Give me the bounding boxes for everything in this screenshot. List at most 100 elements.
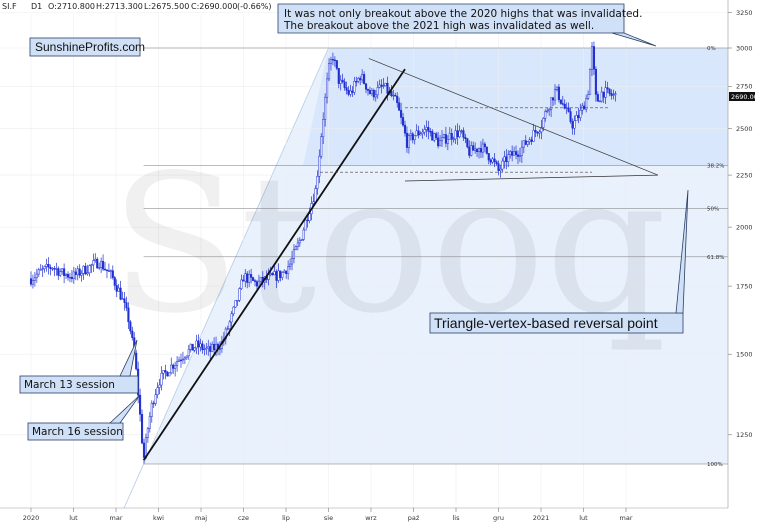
candle-body — [187, 349, 190, 357]
candle-body — [209, 346, 212, 352]
candle-body — [226, 328, 229, 330]
candle-body — [92, 260, 95, 266]
candle-body — [507, 154, 510, 163]
candle-body — [228, 321, 231, 330]
candle-body — [600, 91, 603, 102]
march13-callout-box — [19, 375, 139, 394]
candle-body — [199, 343, 202, 348]
candle-body — [285, 270, 288, 274]
candle-body — [487, 153, 490, 161]
candle-body — [152, 402, 155, 405]
candle-body — [65, 274, 68, 276]
candle-body — [357, 78, 360, 82]
candle-body — [505, 156, 508, 163]
candle-body — [396, 95, 399, 104]
candle-body — [125, 302, 128, 309]
candle-body — [585, 98, 588, 110]
candle-body — [382, 85, 385, 87]
candle-body — [232, 306, 235, 315]
candle-body — [160, 373, 163, 386]
candle-body — [415, 130, 418, 136]
candle-body — [429, 131, 432, 133]
candle-body — [509, 151, 512, 155]
candle-body — [474, 148, 477, 151]
x-tick-label: kwi — [153, 514, 164, 522]
candle-body — [499, 168, 502, 171]
candle-body — [59, 271, 62, 276]
candle-body — [252, 277, 255, 281]
candle-body — [483, 143, 486, 148]
candle-body — [49, 266, 52, 269]
candle-body — [236, 300, 239, 302]
candle-body — [76, 268, 79, 275]
candle-body — [413, 135, 416, 141]
candle-body — [602, 91, 605, 98]
candle-body — [598, 100, 601, 103]
change-value: (-0.66%) — [237, 2, 272, 11]
y-tick-label: 3250 — [736, 9, 753, 17]
candle-body — [277, 270, 280, 281]
candle-body — [514, 151, 518, 155]
x-tick-label: maj — [195, 514, 207, 522]
candle-body — [470, 145, 473, 156]
candle-body — [513, 151, 516, 156]
candle-body — [259, 277, 262, 282]
candle-body — [516, 154, 520, 157]
candle-body — [503, 156, 506, 162]
candle-body — [140, 414, 144, 444]
candle-body — [376, 87, 379, 96]
candle-body — [273, 271, 276, 276]
candle-body — [501, 160, 504, 170]
candle-body — [364, 83, 368, 90]
candle-body — [142, 442, 146, 458]
candle-body — [57, 268, 60, 276]
fan-ray-line — [123, 47, 329, 509]
candle-body — [327, 63, 331, 80]
current-price-tag — [729, 92, 755, 101]
candle-body — [148, 416, 151, 429]
candle-body — [238, 288, 241, 301]
top-note-line1: It was not only breakout above the 2020 … — [284, 8, 642, 20]
candle-body — [437, 137, 440, 147]
candle-body — [477, 148, 481, 152]
candle-body — [84, 265, 87, 275]
candle-body — [308, 213, 311, 221]
candle-body — [289, 263, 292, 267]
candle-body — [197, 340, 200, 348]
candle-body — [111, 270, 114, 278]
candle-body — [538, 131, 541, 134]
candle-body — [468, 146, 471, 156]
candle-body — [78, 268, 81, 276]
candle-body — [35, 273, 38, 279]
candle-body — [326, 78, 329, 98]
candle-body — [213, 343, 216, 351]
candle-body — [129, 321, 132, 332]
candle-body — [113, 277, 116, 286]
candle-body — [164, 370, 167, 373]
candle-body — [191, 343, 194, 351]
candle-body — [201, 343, 204, 351]
candle-body — [491, 158, 494, 163]
x-tick-label: lut — [69, 514, 78, 522]
candle-body — [61, 268, 64, 272]
candle-body — [557, 86, 560, 101]
candle-body — [240, 279, 243, 289]
candle-body — [105, 269, 109, 271]
brand-box — [29, 37, 141, 57]
candle-body — [612, 94, 615, 96]
candle-body — [553, 89, 557, 101]
candle-body — [103, 268, 107, 271]
close-value: C:2690.000 — [191, 2, 237, 11]
candle-body — [555, 86, 558, 90]
x-tick-label: paź — [408, 514, 420, 522]
candle-body — [66, 274, 70, 278]
candle-body — [242, 279, 245, 282]
y-tick-label: 1750 — [736, 282, 753, 290]
candle-body — [158, 384, 161, 388]
candle-body — [433, 133, 436, 141]
candle-body — [322, 119, 325, 137]
x-tick-label: mar — [620, 514, 633, 522]
candle-body — [524, 140, 527, 145]
candle-body — [386, 82, 389, 94]
